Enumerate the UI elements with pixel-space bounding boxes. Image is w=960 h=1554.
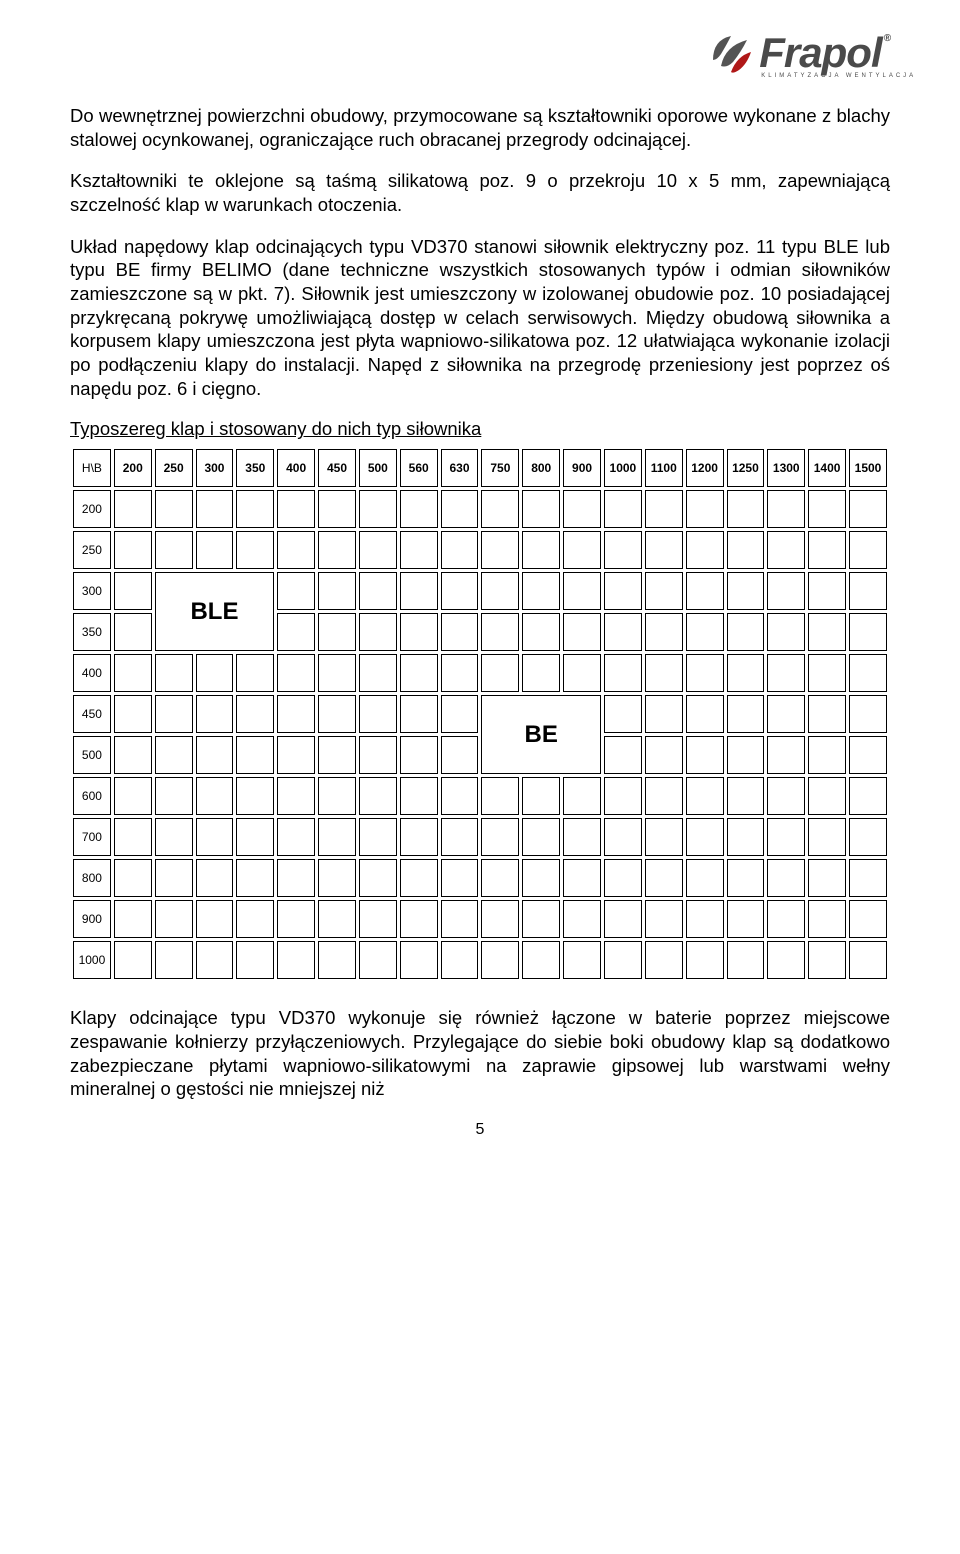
- page-number: 5: [70, 1121, 890, 1139]
- row-header: 350: [73, 613, 111, 651]
- brand-tagline: KLIMATYZACJA WENTYLACJA: [761, 74, 916, 79]
- table-row: 450 BE: [73, 695, 887, 733]
- row-header: 500: [73, 736, 111, 774]
- table-row: 400: [73, 654, 887, 692]
- col-header: 630: [441, 449, 479, 487]
- col-header: 400: [277, 449, 315, 487]
- col-header: 1400: [808, 449, 846, 487]
- col-header: 800: [522, 449, 560, 487]
- col-header: 1500: [849, 449, 887, 487]
- table-title: Typoszereg klap i stosowany do nich typ …: [70, 418, 890, 440]
- body-paragraph-4: Klapy odcinające typu VD370 wykonuje się…: [70, 1006, 890, 1101]
- row-header: 1000: [73, 941, 111, 979]
- header-logo-wrap: Frapol® KLIMATYZACJA WENTYLACJA: [70, 30, 890, 76]
- col-header: 500: [359, 449, 397, 487]
- col-header: 1100: [645, 449, 683, 487]
- body-paragraph-3: Układ napędowy klap odcinających typu VD…: [70, 235, 890, 401]
- row-header: 250: [73, 531, 111, 569]
- actuator-type-table: H\B 200 250 300 350 400 450 500 560 630 …: [70, 446, 890, 982]
- row-header: 800: [73, 859, 111, 897]
- be-label-cell: BE: [481, 695, 601, 774]
- table-row: 500: [73, 736, 887, 774]
- col-header: 1000: [604, 449, 642, 487]
- brand-name: Frapol® KLIMATYZACJA WENTYLACJA: [759, 34, 890, 72]
- table-row: 250: [73, 531, 887, 569]
- brand-icon: [707, 30, 753, 76]
- col-header: 450: [318, 449, 356, 487]
- row-header: 200: [73, 490, 111, 528]
- row-header: 400: [73, 654, 111, 692]
- col-header: 200: [114, 449, 152, 487]
- body-paragraph-1: Do wewnętrznej powierzchni obudowy, przy…: [70, 104, 890, 151]
- table-row: 200: [73, 490, 887, 528]
- table-row: 300 BLE: [73, 572, 887, 610]
- col-header: 300: [196, 449, 234, 487]
- col-header: 750: [481, 449, 519, 487]
- table-row: 900: [73, 900, 887, 938]
- registered-icon: ®: [884, 33, 890, 44]
- row-header: 600: [73, 777, 111, 815]
- col-header: 350: [236, 449, 274, 487]
- row-header: 900: [73, 900, 111, 938]
- table-row: 600: [73, 777, 887, 815]
- table-row: 700: [73, 818, 887, 856]
- row-header: 700: [73, 818, 111, 856]
- row-header: 450: [73, 695, 111, 733]
- table-header-row: H\B 200 250 300 350 400 450 500 560 630 …: [73, 449, 887, 487]
- col-header: 560: [400, 449, 438, 487]
- col-header: 250: [155, 449, 193, 487]
- row-header: 300: [73, 572, 111, 610]
- col-header: 1250: [727, 449, 765, 487]
- col-header: 1200: [686, 449, 724, 487]
- brand-logo: Frapol® KLIMATYZACJA WENTYLACJA: [707, 30, 890, 76]
- table-row: 1000: [73, 941, 887, 979]
- body-paragraph-2: Kształtowniki te oklejone są taśmą silik…: [70, 169, 890, 216]
- col-header: 1300: [767, 449, 805, 487]
- table-corner-cell: H\B: [73, 449, 111, 487]
- table-row: 800: [73, 859, 887, 897]
- ble-label-cell: BLE: [155, 572, 275, 651]
- col-header: 900: [563, 449, 601, 487]
